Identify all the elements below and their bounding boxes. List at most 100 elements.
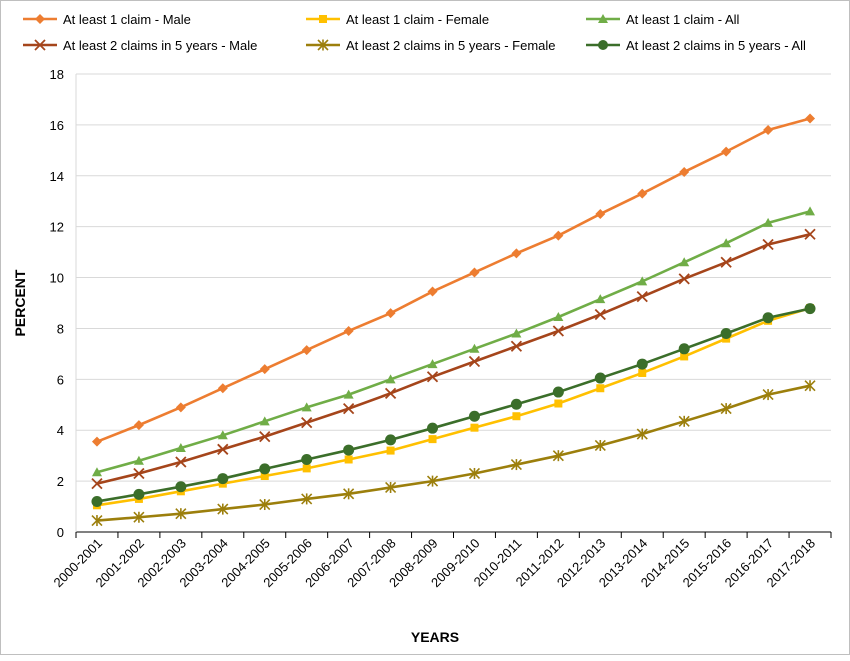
data-point: [469, 267, 480, 278]
data-point: [217, 383, 228, 394]
legend-label: At least 2 claims in 5 years - Male: [63, 38, 257, 53]
legend-label: At least 2 claims in 5 years - Female: [346, 38, 556, 53]
data-point: [598, 14, 608, 23]
data-point: [638, 368, 647, 377]
data-point: [552, 450, 564, 462]
y-tick-label: 14: [50, 169, 64, 184]
y-tick-label: 0: [57, 525, 64, 540]
data-point: [91, 478, 103, 490]
data-point: [301, 416, 313, 429]
data-point: [426, 475, 439, 487]
data-point: [721, 238, 732, 248]
marker-stroke: [636, 291, 648, 303]
data-point: [511, 248, 522, 259]
data-point: [596, 384, 605, 393]
data-point: [553, 311, 564, 321]
y-axis-ticks: 0 2 4 6 8 10 12 14 16 18: [50, 67, 64, 540]
data-point: [680, 352, 689, 361]
data-point: [637, 188, 648, 199]
y-tick-label: 8: [57, 321, 64, 336]
data-point: [679, 166, 690, 177]
data-point: [259, 430, 271, 443]
data-point: [426, 371, 439, 383]
y-tick-label: 12: [50, 220, 64, 235]
data-point: [343, 325, 354, 336]
data-point: [217, 503, 229, 515]
data-point: [91, 467, 102, 477]
data-point: [343, 488, 355, 500]
data-point: [343, 402, 355, 415]
marker-stroke: [343, 402, 355, 415]
data-point: [133, 455, 144, 465]
data-point: [553, 230, 564, 241]
data-point: [510, 459, 522, 471]
data-point: [175, 456, 187, 468]
data-point: [260, 472, 269, 481]
data-point: [762, 238, 774, 251]
marker-stroke: [804, 228, 816, 240]
data-point: [259, 498, 271, 511]
data-point: [344, 455, 353, 464]
data-point: [554, 399, 563, 408]
data-point: [175, 402, 186, 413]
data-point: [385, 434, 397, 446]
data-point: [468, 467, 481, 480]
legend-item: At least 2 claims in 5 years - All: [586, 38, 806, 53]
series-line: [96, 306, 811, 507]
data-point: [217, 473, 229, 485]
data-point: [720, 403, 732, 415]
marker-stroke: [91, 478, 103, 490]
marker-stroke: [133, 467, 145, 480]
data-point: [595, 208, 606, 219]
data-point: [679, 257, 690, 267]
data-point: [317, 39, 329, 51]
data-point: [217, 443, 229, 455]
data-point: [343, 389, 354, 399]
legend-item: At least 2 claims in 5 years - Female: [306, 38, 556, 53]
data-point: [384, 387, 397, 399]
data-point: [720, 256, 732, 268]
series-6: [91, 303, 816, 507]
data-point: [385, 481, 397, 494]
legend-label: At least 2 claims in 5 years - All: [626, 38, 806, 53]
data-point: [301, 345, 312, 356]
data-point: [217, 430, 228, 440]
data-point: [804, 228, 816, 240]
data-point: [343, 444, 355, 456]
data-point: [175, 508, 187, 520]
data-point: [259, 463, 271, 475]
legend-item: At least 1 claim - Male: [23, 12, 191, 27]
data-point: [636, 428, 648, 440]
legend-label: At least 1 claim - Male: [63, 12, 191, 27]
data-point: [427, 359, 438, 369]
data-point: [259, 416, 270, 426]
marker-stroke: [468, 355, 481, 368]
data-point: [91, 495, 103, 507]
data-point: [133, 420, 144, 431]
data-point: [175, 481, 187, 493]
y-tick-label: 16: [50, 118, 64, 133]
data-point: [762, 389, 774, 401]
data-point: [386, 446, 395, 455]
data-point: [427, 286, 438, 297]
legend-label: At least 1 claim - Female: [346, 12, 489, 27]
data-point: [594, 308, 606, 321]
data-point: [385, 308, 396, 319]
marker-stroke: [678, 273, 690, 285]
data-point: [804, 380, 816, 392]
series-line: [96, 210, 811, 474]
data-point: [34, 39, 46, 51]
data-point: [594, 439, 606, 452]
data-point: [301, 402, 312, 412]
series-5: [91, 380, 816, 527]
y-tick-label: 6: [57, 372, 64, 387]
series-1: [91, 113, 816, 447]
grid-lines: [75, 73, 832, 538]
y-tick-label: 10: [50, 271, 64, 286]
data-point: [552, 386, 564, 398]
data-point: [301, 453, 313, 465]
data-point: [133, 467, 145, 480]
data-point: [133, 488, 145, 500]
marker-stroke: [552, 325, 564, 337]
